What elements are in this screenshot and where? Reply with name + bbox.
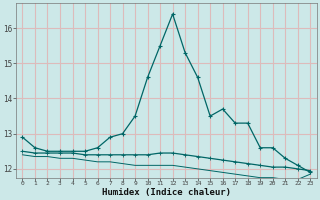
X-axis label: Humidex (Indice chaleur): Humidex (Indice chaleur) [102, 188, 231, 197]
